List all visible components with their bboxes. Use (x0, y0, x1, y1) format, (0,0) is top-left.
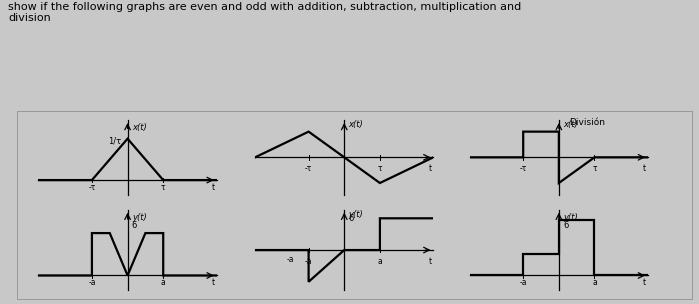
Text: τ: τ (161, 183, 166, 192)
Text: a: a (377, 257, 382, 266)
Text: -a: -a (519, 278, 527, 287)
Text: t: t (212, 278, 215, 287)
Text: x(t): x(t) (349, 120, 363, 129)
Text: -τ: -τ (519, 164, 527, 173)
Text: t: t (428, 257, 431, 266)
Text: y(t): y(t) (132, 213, 147, 222)
Text: t: t (643, 164, 646, 173)
Text: -τ: -τ (88, 183, 96, 192)
Text: 1/τ: 1/τ (108, 137, 121, 146)
Text: x(t): x(t) (563, 120, 578, 129)
Text: -τ: -τ (305, 164, 312, 173)
Text: x(t): x(t) (132, 123, 147, 132)
Text: -a: -a (305, 257, 312, 266)
Text: t: t (212, 183, 215, 192)
Text: a: a (161, 278, 166, 287)
Text: τ: τ (377, 164, 382, 173)
Text: 6: 6 (349, 214, 354, 223)
Text: 6: 6 (132, 221, 137, 230)
Text: -a: -a (287, 255, 294, 264)
Text: División: División (570, 118, 605, 126)
Text: t: t (428, 164, 431, 173)
Text: τ: τ (592, 164, 597, 173)
Text: t: t (643, 278, 646, 287)
Text: y(t): y(t) (563, 213, 578, 222)
Text: show if the following graphs are even and odd with addition, subtraction, multip: show if the following graphs are even an… (8, 2, 521, 23)
Text: -a: -a (88, 278, 96, 287)
Text: 6: 6 (563, 221, 568, 230)
Text: a: a (592, 278, 597, 287)
Text: y(t): y(t) (349, 210, 363, 219)
